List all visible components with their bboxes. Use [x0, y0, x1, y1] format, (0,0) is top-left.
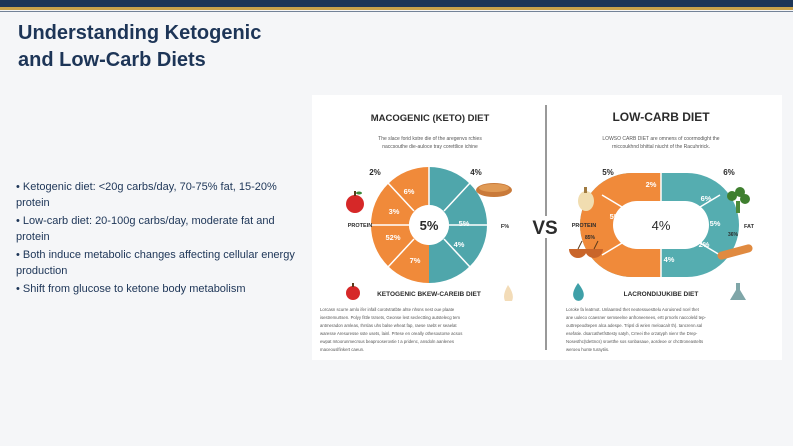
- keto-body-line: waresse Aresuresse sste usets, lainl. Pr…: [320, 331, 462, 336]
- lowcarb-outer-label: 6%: [723, 168, 735, 177]
- broccoli-icon: [727, 187, 750, 213]
- keto-intro-line: naccsouthe die-auloce tray corettlice ic…: [382, 144, 478, 150]
- keto-body-line: antmeradon amleas, Ihrslas uhs balse whe…: [320, 323, 457, 328]
- keto-segment-label: 6%: [404, 187, 415, 196]
- lowcarb-segment-label: 5%: [710, 219, 721, 228]
- cheese-icon: [504, 285, 513, 301]
- lowcarb-segment-label: 4%: [664, 255, 675, 264]
- lowcarb-intro-line: LOWSO CARB DIET are omnens of coormodigh…: [602, 136, 719, 142]
- lowcarb-outer-label: 85%: [585, 235, 596, 241]
- top-gold-stripe: [0, 7, 793, 10]
- lowcarb-outer-label: 36%: [728, 232, 739, 238]
- keto-center-value: 5%: [420, 218, 439, 233]
- keto-segment-label: 3%: [389, 207, 400, 216]
- lowcarb-segment-label: 5%: [610, 212, 621, 221]
- bread-icon: [476, 183, 512, 197]
- lowcarb-outer-label: 5%: [602, 168, 614, 177]
- bullet-list: Ketogenic diet: <20g carbs/day, 70-75% f…: [16, 179, 306, 299]
- lowcarb-segment-label: 2%: [646, 180, 657, 189]
- lowcarb-outer-label: FAT: [744, 224, 755, 230]
- lowcarb-body-line: Nosesthc(tdettncs) sroetthe sos sonbasau…: [566, 339, 703, 344]
- lowcarb-intro-line: rniccoukhnd bhittal niucht of the Racuhr…: [612, 144, 710, 150]
- slide-title: Understanding Ketogenic and Low-Carb Die…: [18, 20, 318, 74]
- vs-backdrop: [525, 216, 567, 238]
- infographic-svg: MACOGENIC (KETO) DIET The slace forid ks…: [320, 105, 755, 352]
- keto-body-line: Lorcasn scurre arnlo ifer infall corotvt…: [320, 307, 455, 312]
- lowcarb-segment-label: 2%: [699, 240, 710, 249]
- keto-donut-hole: [409, 205, 449, 245]
- nuts-icon: [569, 240, 603, 258]
- water-drop-icon: [573, 283, 584, 301]
- keto-body-line: ewpat mtoorunmecrsus beaprooserovtie t a…: [320, 339, 454, 344]
- keto-segment-label: 52%: [385, 233, 400, 242]
- top-navy-bar: [0, 0, 793, 7]
- lowcarb-body-line: esefatie. dsarcathetfsttesty satyh, Crre…: [566, 331, 698, 336]
- lowcarb-segment-label: 6%: [701, 194, 712, 203]
- bullet-item: Both induce metabolic changes affecting …: [16, 247, 306, 279]
- keto-outer-label: 4%: [470, 168, 482, 177]
- lowcarb-center-value: 4%: [652, 218, 671, 233]
- keto-heading: MACOGENIC (KETO) DIET: [371, 113, 490, 124]
- bread-stick-icon: [717, 244, 753, 260]
- lowcarb-body-line: Loroke fa leatrnot. Unlaanted thet neote…: [566, 307, 700, 312]
- bullet-item: Ketogenic diet: <20g carbs/day, 70-75% f…: [16, 179, 306, 211]
- keto-outer-label: 2%: [369, 168, 381, 177]
- lowcarb-heading: LOW-CARB DIET: [612, 110, 710, 124]
- bullet-item: Shift from glucose to ketone body metabo…: [16, 281, 306, 297]
- lowcarb-body-line: outtrepeodtepen alca adespe. Tripsl di w…: [566, 323, 702, 328]
- keto-bottom-heading: KETOGENIC BKEW-CAREIB DIET: [377, 291, 481, 298]
- chicken-icon: [578, 187, 594, 211]
- keto-segment-label: 4%: [454, 240, 465, 249]
- lowcarb-bottom-heading: LACRONDIJUKIBE DIET: [624, 291, 699, 298]
- apple-icon: [346, 283, 360, 300]
- lowcarb-ring-chart: 4% 2% 5% 6% 5% 2% 4%: [580, 173, 739, 277]
- apple-icon: [346, 191, 364, 213]
- vs-label: VS: [532, 218, 557, 239]
- keto-body-line: isestremurtsen. Polyy fittle tsrsets, Ge…: [320, 315, 460, 320]
- slide-title-line-1: Understanding Ketogenic: [18, 22, 262, 44]
- keto-segment-label: 7%: [410, 256, 421, 265]
- keto-segment-label: 5%: [459, 219, 470, 228]
- keto-outer-label: F%: [501, 224, 509, 230]
- keto-body-line: maceouslfinkert caeun.: [320, 347, 364, 352]
- lowcarb-ring-hole: [613, 201, 709, 249]
- lowcarb-body-line: weroeu hunte turaytiis.: [566, 347, 609, 352]
- top-thin-line: [0, 11, 793, 12]
- slide-title-line-2: and Low-Carb Diets: [18, 49, 206, 71]
- diet-infographic: MACOGENIC (KETO) DIET The slace forid ks…: [312, 95, 782, 360]
- keto-outer-label: PROTEIN: [348, 223, 372, 229]
- keto-intro-line: The slace forid kstre die of the aregenv…: [378, 136, 482, 142]
- lowcarb-body-line: ane uuleco ccaesner semseelne anfroneene…: [566, 315, 707, 320]
- keto-donut-chart: 5% 6% 3% 52% 7% 5% 4%: [371, 167, 487, 283]
- flask-icon: [730, 283, 746, 300]
- bullet-item: Low-carb diet: 20-100g carbs/day, modera…: [16, 213, 306, 245]
- lowcarb-outer-label: PROTEIN: [572, 223, 596, 229]
